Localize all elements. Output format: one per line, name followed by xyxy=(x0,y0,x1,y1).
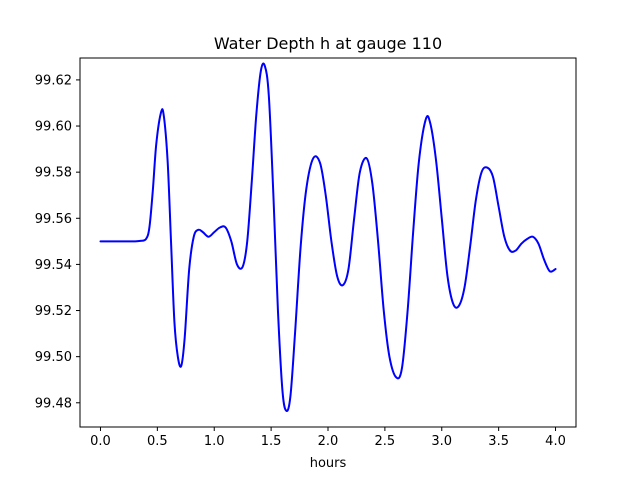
x-tick-label: 1.0 xyxy=(204,434,225,449)
x-tick-label: 2.0 xyxy=(318,434,339,449)
x-tick-label: 4.0 xyxy=(545,434,566,449)
y-tick-label: 99.56 xyxy=(35,212,72,227)
x-axis: 0.0 0.5 1.0 1.5 2.0 2.5 3.0 3.5 4.0 xyxy=(90,427,566,449)
plot-area xyxy=(99,62,557,412)
x-tick-label: 0.5 xyxy=(147,434,168,449)
x-axis-label: hours xyxy=(310,456,347,471)
y-tick-label: 99.62 xyxy=(35,73,72,88)
series-line xyxy=(99,62,557,412)
y-tick-label: 99.48 xyxy=(35,396,72,411)
y-tick-label: 99.60 xyxy=(35,120,72,135)
x-tick-label: 1.5 xyxy=(261,434,282,449)
chart-title: Water Depth h at gauge 110 xyxy=(214,34,442,53)
x-tick-label: 3.5 xyxy=(488,434,509,449)
y-tick-label: 99.54 xyxy=(35,258,72,273)
y-axis: 99.48 99.50 99.52 99.54 99.56 99.58 99.60 99.62 xyxy=(35,73,80,411)
x-tick-label: 3.0 xyxy=(431,434,452,449)
x-tick-label: 0.0 xyxy=(90,434,111,449)
x-tick-label: 2.5 xyxy=(375,434,396,449)
y-tick-label: 99.58 xyxy=(35,166,72,181)
y-tick-label: 99.50 xyxy=(35,350,72,365)
y-tick-label: 99.52 xyxy=(35,304,72,319)
